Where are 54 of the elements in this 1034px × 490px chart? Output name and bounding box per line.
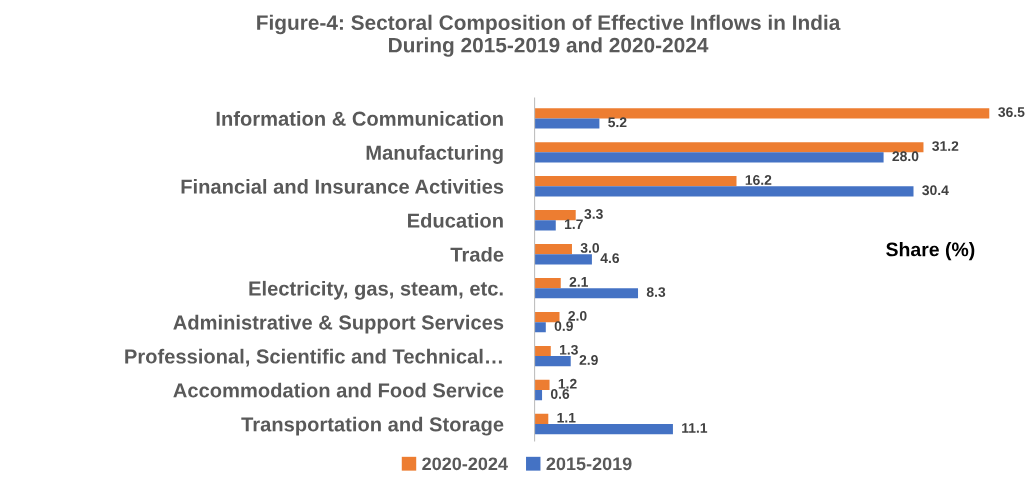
bar bbox=[534, 356, 571, 367]
bar bbox=[534, 220, 556, 231]
bar bbox=[534, 108, 990, 119]
data-label: 5.2 bbox=[608, 117, 627, 128]
data-label: 2.0 bbox=[568, 310, 587, 321]
data-label: 1.3 bbox=[559, 344, 578, 355]
y-tick-label: Accommodation and Food Service bbox=[173, 382, 504, 398]
bar bbox=[534, 345, 551, 357]
bar bbox=[534, 424, 673, 435]
bar bbox=[534, 210, 576, 221]
chart-title: Figure-4: Sectoral Composition of Effective Inflows in India During 2015-2019 and 2020-2024 bbox=[257, 14, 841, 57]
y-tick-label: Administrative & Support Services bbox=[173, 314, 504, 334]
data-label: 28.0 bbox=[892, 151, 919, 162]
data-label: 11.1 bbox=[682, 423, 708, 433]
legend-label: 2015-2019 bbox=[546, 457, 632, 471]
data-label: 1.1 bbox=[557, 412, 576, 423]
bar bbox=[534, 379, 550, 391]
x-axis-title: Share (%) bbox=[886, 242, 975, 261]
y-tick-label: Transportation and Storage bbox=[241, 416, 504, 436]
data-label: 0.9 bbox=[554, 321, 573, 331]
data-label: 1.2 bbox=[558, 378, 577, 389]
legend-label: 2020-2024 bbox=[422, 457, 508, 471]
bar bbox=[534, 277, 561, 289]
bar bbox=[534, 142, 924, 153]
bar bbox=[534, 152, 884, 163]
data-label: 8.3 bbox=[646, 287, 666, 298]
data-label: 16.2 bbox=[745, 175, 772, 185]
bar bbox=[534, 390, 543, 401]
data-label: 2.1 bbox=[569, 276, 589, 287]
y-tick-label: Professional, Scientific and Technical… bbox=[125, 348, 502, 367]
data-label: 3.3 bbox=[584, 209, 603, 219]
bar bbox=[534, 288, 639, 299]
y-tick-label: Trade bbox=[450, 246, 504, 262]
bar bbox=[534, 176, 737, 187]
data-label: 0.6 bbox=[550, 389, 570, 399]
data-label: 3.0 bbox=[580, 243, 600, 253]
bar bbox=[534, 322, 546, 333]
bar bbox=[534, 244, 572, 255]
bar bbox=[534, 413, 549, 425]
y-tick-label: Information & Communication bbox=[216, 111, 503, 126]
data-label: 1.7 bbox=[564, 219, 583, 229]
data-label: 4.6 bbox=[600, 253, 620, 264]
data-label: 36.5 bbox=[998, 107, 1025, 118]
y-tick-label: Manufacturing bbox=[366, 145, 503, 164]
bar bbox=[534, 254, 592, 265]
y-tick-label: Financial and Insurance Activities bbox=[181, 179, 504, 194]
y-tick-label: Electricity, gas, steam, etc. bbox=[249, 280, 503, 300]
bar bbox=[534, 311, 560, 323]
data-label: 30.4 bbox=[922, 185, 949, 196]
y-tick-label: Education bbox=[408, 212, 503, 228]
bar bbox=[534, 118, 600, 129]
data-label: 2.9 bbox=[579, 355, 598, 365]
data-label: 31.2 bbox=[932, 141, 959, 151]
bar bbox=[534, 186, 914, 197]
